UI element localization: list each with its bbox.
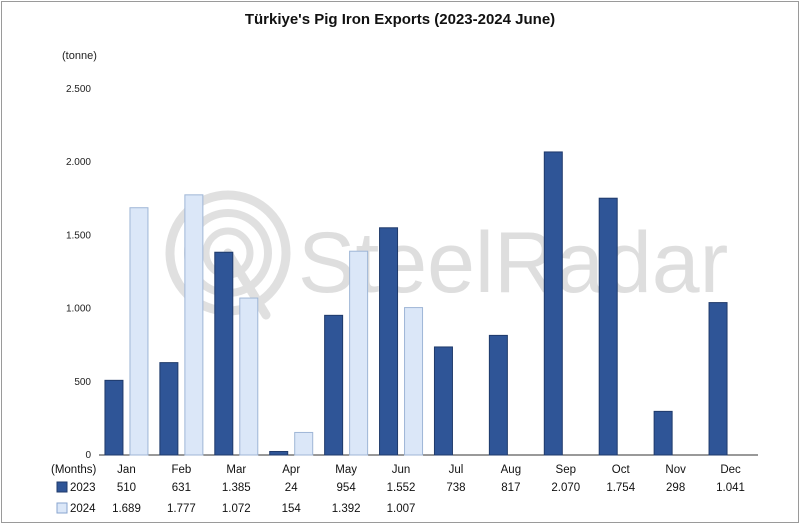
y-tick-label: 1.000 xyxy=(66,304,91,315)
bar-2024-apr xyxy=(294,431,314,456)
bar-2023-mar xyxy=(214,251,234,456)
data-label-2023: 631 xyxy=(172,482,191,494)
bar-2024-feb xyxy=(184,194,204,456)
data-label-2023: 24 xyxy=(285,482,298,494)
legend-swatch-2023 xyxy=(56,481,68,493)
chart-title: Türkiye's Pig Iron Exports (2023-2024 Ju… xyxy=(245,11,555,28)
bar-2023-jul xyxy=(433,346,453,456)
data-label-2023: 1.754 xyxy=(606,482,635,494)
category-label: Apr xyxy=(282,464,300,476)
y-tick-label: 0 xyxy=(85,450,91,461)
data-label-2024: 1.072 xyxy=(222,503,251,515)
category-label: Nov xyxy=(665,464,686,476)
bar-2023-sep xyxy=(543,151,563,456)
legend-label-2023: 2023 xyxy=(70,482,96,494)
data-label-2024: 1.392 xyxy=(332,503,361,515)
category-label: Aug xyxy=(501,464,521,476)
bar-2023-feb xyxy=(159,362,179,456)
bar-2024-jan xyxy=(129,207,149,456)
y-tick-label: 500 xyxy=(74,377,91,388)
data-label-2023: 954 xyxy=(337,482,357,494)
data-label-2023: 738 xyxy=(446,482,465,494)
y-axis-ticks: 0 500 1.000 1.500 2.000 2.500 xyxy=(66,84,91,461)
data-label-2023: 1.385 xyxy=(222,482,251,494)
bar-2023-apr xyxy=(269,450,289,456)
legend-label-2024: 2024 xyxy=(70,503,96,515)
data-label-2024: 1.689 xyxy=(112,503,141,515)
data-label-2023: 817 xyxy=(501,482,520,494)
bar-2024-may xyxy=(349,250,369,456)
data-label-2023: 510 xyxy=(117,482,136,494)
watermark: SteelRadar xyxy=(165,190,728,320)
data-label-2024: 154 xyxy=(282,503,302,515)
bar-2023-nov xyxy=(653,410,673,456)
category-label: Jul xyxy=(449,464,464,476)
legend-swatch-2024 xyxy=(56,502,68,514)
data-label-2024: 1.007 xyxy=(387,503,416,515)
y-tick-label: 1.500 xyxy=(66,230,91,241)
category-label: Mar xyxy=(226,464,246,476)
y-tick-label: 2.500 xyxy=(66,84,91,95)
bar-2023-oct xyxy=(598,197,618,456)
x-axis-label: (Months) xyxy=(51,464,97,476)
watermark-text: SteelRadar xyxy=(298,215,728,311)
category-label: Oct xyxy=(612,464,631,476)
category-label: Jan xyxy=(117,464,136,476)
category-label: May xyxy=(335,464,357,476)
bar-2023-aug xyxy=(488,334,508,456)
y-axis-label: (tonne) xyxy=(62,50,97,62)
bar-2023-jun xyxy=(379,227,399,456)
data-label-2023: 298 xyxy=(666,482,685,494)
data-label-2023: 2.070 xyxy=(551,482,580,494)
category-label: Dec xyxy=(720,464,741,476)
category-label: Sep xyxy=(556,464,576,476)
data-label-2023: 1.041 xyxy=(716,482,745,494)
bar-2023-jan xyxy=(104,379,124,456)
bars xyxy=(104,151,728,456)
bar-2024-mar xyxy=(239,297,259,456)
data-label-2024: 1.777 xyxy=(167,503,196,515)
data-label-2023: 1.552 xyxy=(387,482,416,494)
category-label: Feb xyxy=(171,464,191,476)
category-label: Jun xyxy=(392,464,411,476)
category-labels: Jan Feb Mar Apr May Jun Jul Aug Sep Oct Nov Dec xyxy=(117,464,741,476)
data-table: 2023 510 631 1.385 24 954 1.552 738 817 2.070 1.75… xyxy=(56,481,745,515)
bar-2024-jun xyxy=(404,307,424,456)
y-tick-label: 2.000 xyxy=(66,157,91,168)
bar-2023-may xyxy=(324,314,344,456)
bar-2023-dec xyxy=(708,302,728,456)
